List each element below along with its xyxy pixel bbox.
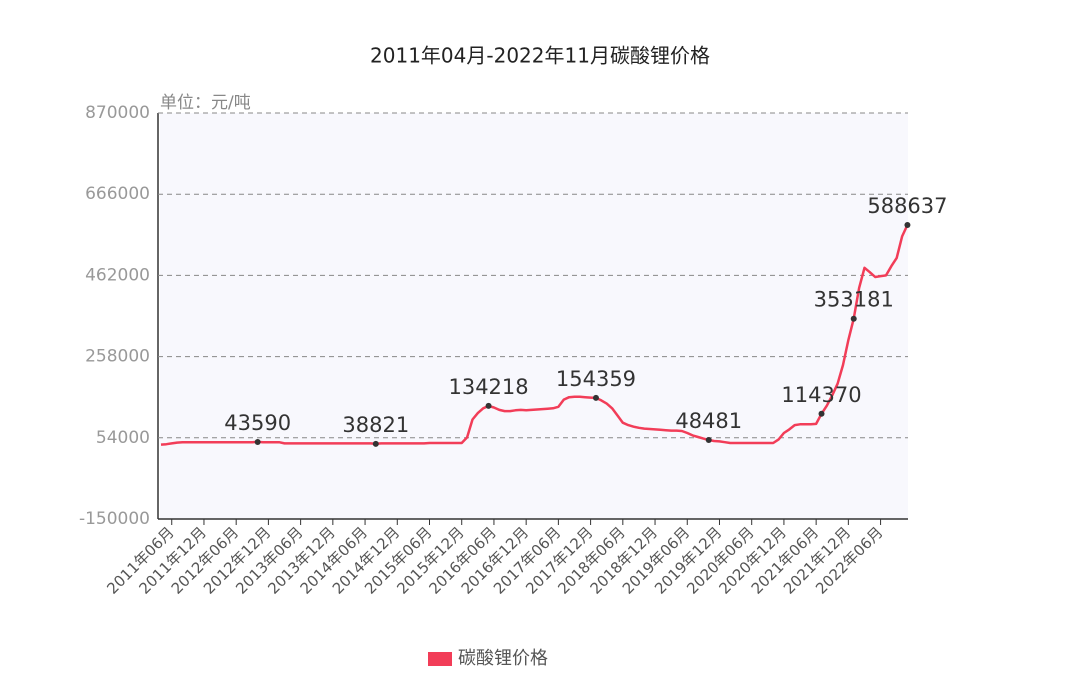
y-tick-label: 462000 [85,265,150,285]
data-label: 134218 [448,375,528,399]
data-label: 114370 [781,383,861,407]
point-marker [904,221,911,228]
data-label: 353181 [814,288,894,312]
data-label: 38821 [342,413,409,437]
y-tick-label: 666000 [85,184,150,204]
data-label: 43590 [224,411,291,435]
data-label: 48481 [675,409,742,433]
point-marker [850,315,857,322]
point-marker [254,438,261,445]
data-label: 588637 [867,194,947,218]
point-marker [372,440,379,447]
point-marker [705,436,712,443]
legend-label: 碳酸锂价格 [458,648,548,669]
point-marker [818,410,825,417]
price-line [160,224,909,446]
y-tick-label: 870000 [85,103,150,123]
data-label: 154359 [556,367,636,391]
point-marker [485,402,492,409]
y-axis-label: 单位：元/吨 [160,93,251,113]
chart-title: 2011年04月-2022年11月碳酸锂价格 [370,44,710,68]
y-tick-label: 258000 [85,347,150,367]
y-tick-label: -150000 [79,509,150,529]
y-tick-label: 54000 [96,428,150,448]
point-marker [592,394,599,401]
legend-swatch [428,652,452,666]
plot-area [160,113,908,519]
